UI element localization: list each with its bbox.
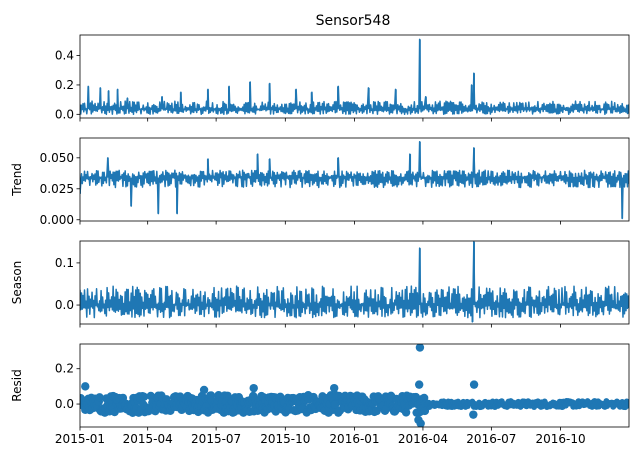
resid-point bbox=[139, 392, 149, 402]
resid-outlier-point bbox=[414, 380, 424, 389]
series-line-trend bbox=[80, 140, 629, 220]
resid-outlier-point bbox=[469, 410, 478, 419]
x-tick-label: 2016-01 bbox=[329, 432, 379, 446]
resid-outlier-point bbox=[329, 383, 339, 393]
series-resid bbox=[80, 344, 629, 427]
panel-seasonal: 0.0 0.1 Season bbox=[10, 240, 630, 328]
x-tick-label: 2015-07 bbox=[191, 432, 241, 446]
resid-outlier-point bbox=[199, 385, 209, 395]
axes-frame bbox=[79, 343, 630, 428]
resid-point bbox=[146, 391, 155, 401]
series-line-seasonal bbox=[80, 241, 629, 323]
series-trend bbox=[80, 140, 629, 220]
y-tick-label: 0.2 bbox=[55, 78, 74, 92]
resid-outlier-point bbox=[469, 380, 479, 389]
y-tick-label: 0.0 bbox=[55, 298, 74, 312]
resid-point bbox=[411, 392, 421, 402]
y-tick-label: 0.025 bbox=[40, 182, 74, 196]
y-tick-label: 0.0 bbox=[55, 397, 74, 411]
y-axis-label: Trend bbox=[10, 163, 24, 197]
y-tick-label: 0.2 bbox=[55, 362, 74, 376]
y-tick-label: 0.4 bbox=[55, 49, 74, 63]
y-tick-label: 0.050 bbox=[40, 151, 74, 165]
y-axis-label: Season bbox=[10, 261, 24, 305]
x-tick-label: 2015-01 bbox=[55, 432, 105, 446]
series-line-observed bbox=[80, 38, 629, 116]
chart-title: Sensor548 bbox=[316, 13, 391, 29]
y-axis-label: Resid bbox=[10, 369, 24, 401]
resid-outlier-point bbox=[415, 344, 425, 352]
series-observed bbox=[80, 38, 629, 116]
x-tick-label: 2016-10 bbox=[535, 432, 585, 446]
resid-point bbox=[626, 402, 629, 409]
panel-resid: 0.0 0.2 Resid 2015-01 2015-04 2015-07 2015-10 2… bbox=[10, 343, 630, 446]
y-tick-label: 0.1 bbox=[55, 256, 74, 270]
y-tick-label: 0.0 bbox=[55, 107, 74, 121]
resid-outlier-point bbox=[416, 419, 425, 427]
resid-outlier-point bbox=[81, 382, 90, 391]
panel-observed: 0.0 0.2 0.4 bbox=[55, 34, 630, 122]
y-tick-label: 0.000 bbox=[40, 213, 74, 227]
resid-outlier-point bbox=[249, 383, 258, 393]
x-tick-label: 2016-04 bbox=[398, 432, 448, 446]
x-tick-label: 2016-07 bbox=[466, 432, 516, 446]
series-seasonal bbox=[80, 241, 629, 323]
x-tick-label: 2015-10 bbox=[260, 432, 310, 446]
x-tick-label: 2015-04 bbox=[123, 432, 173, 446]
resid-point bbox=[401, 408, 411, 417]
panel-trend: 0.000 0.025 0.050 Trend bbox=[10, 137, 630, 227]
resid-point bbox=[95, 393, 104, 402]
